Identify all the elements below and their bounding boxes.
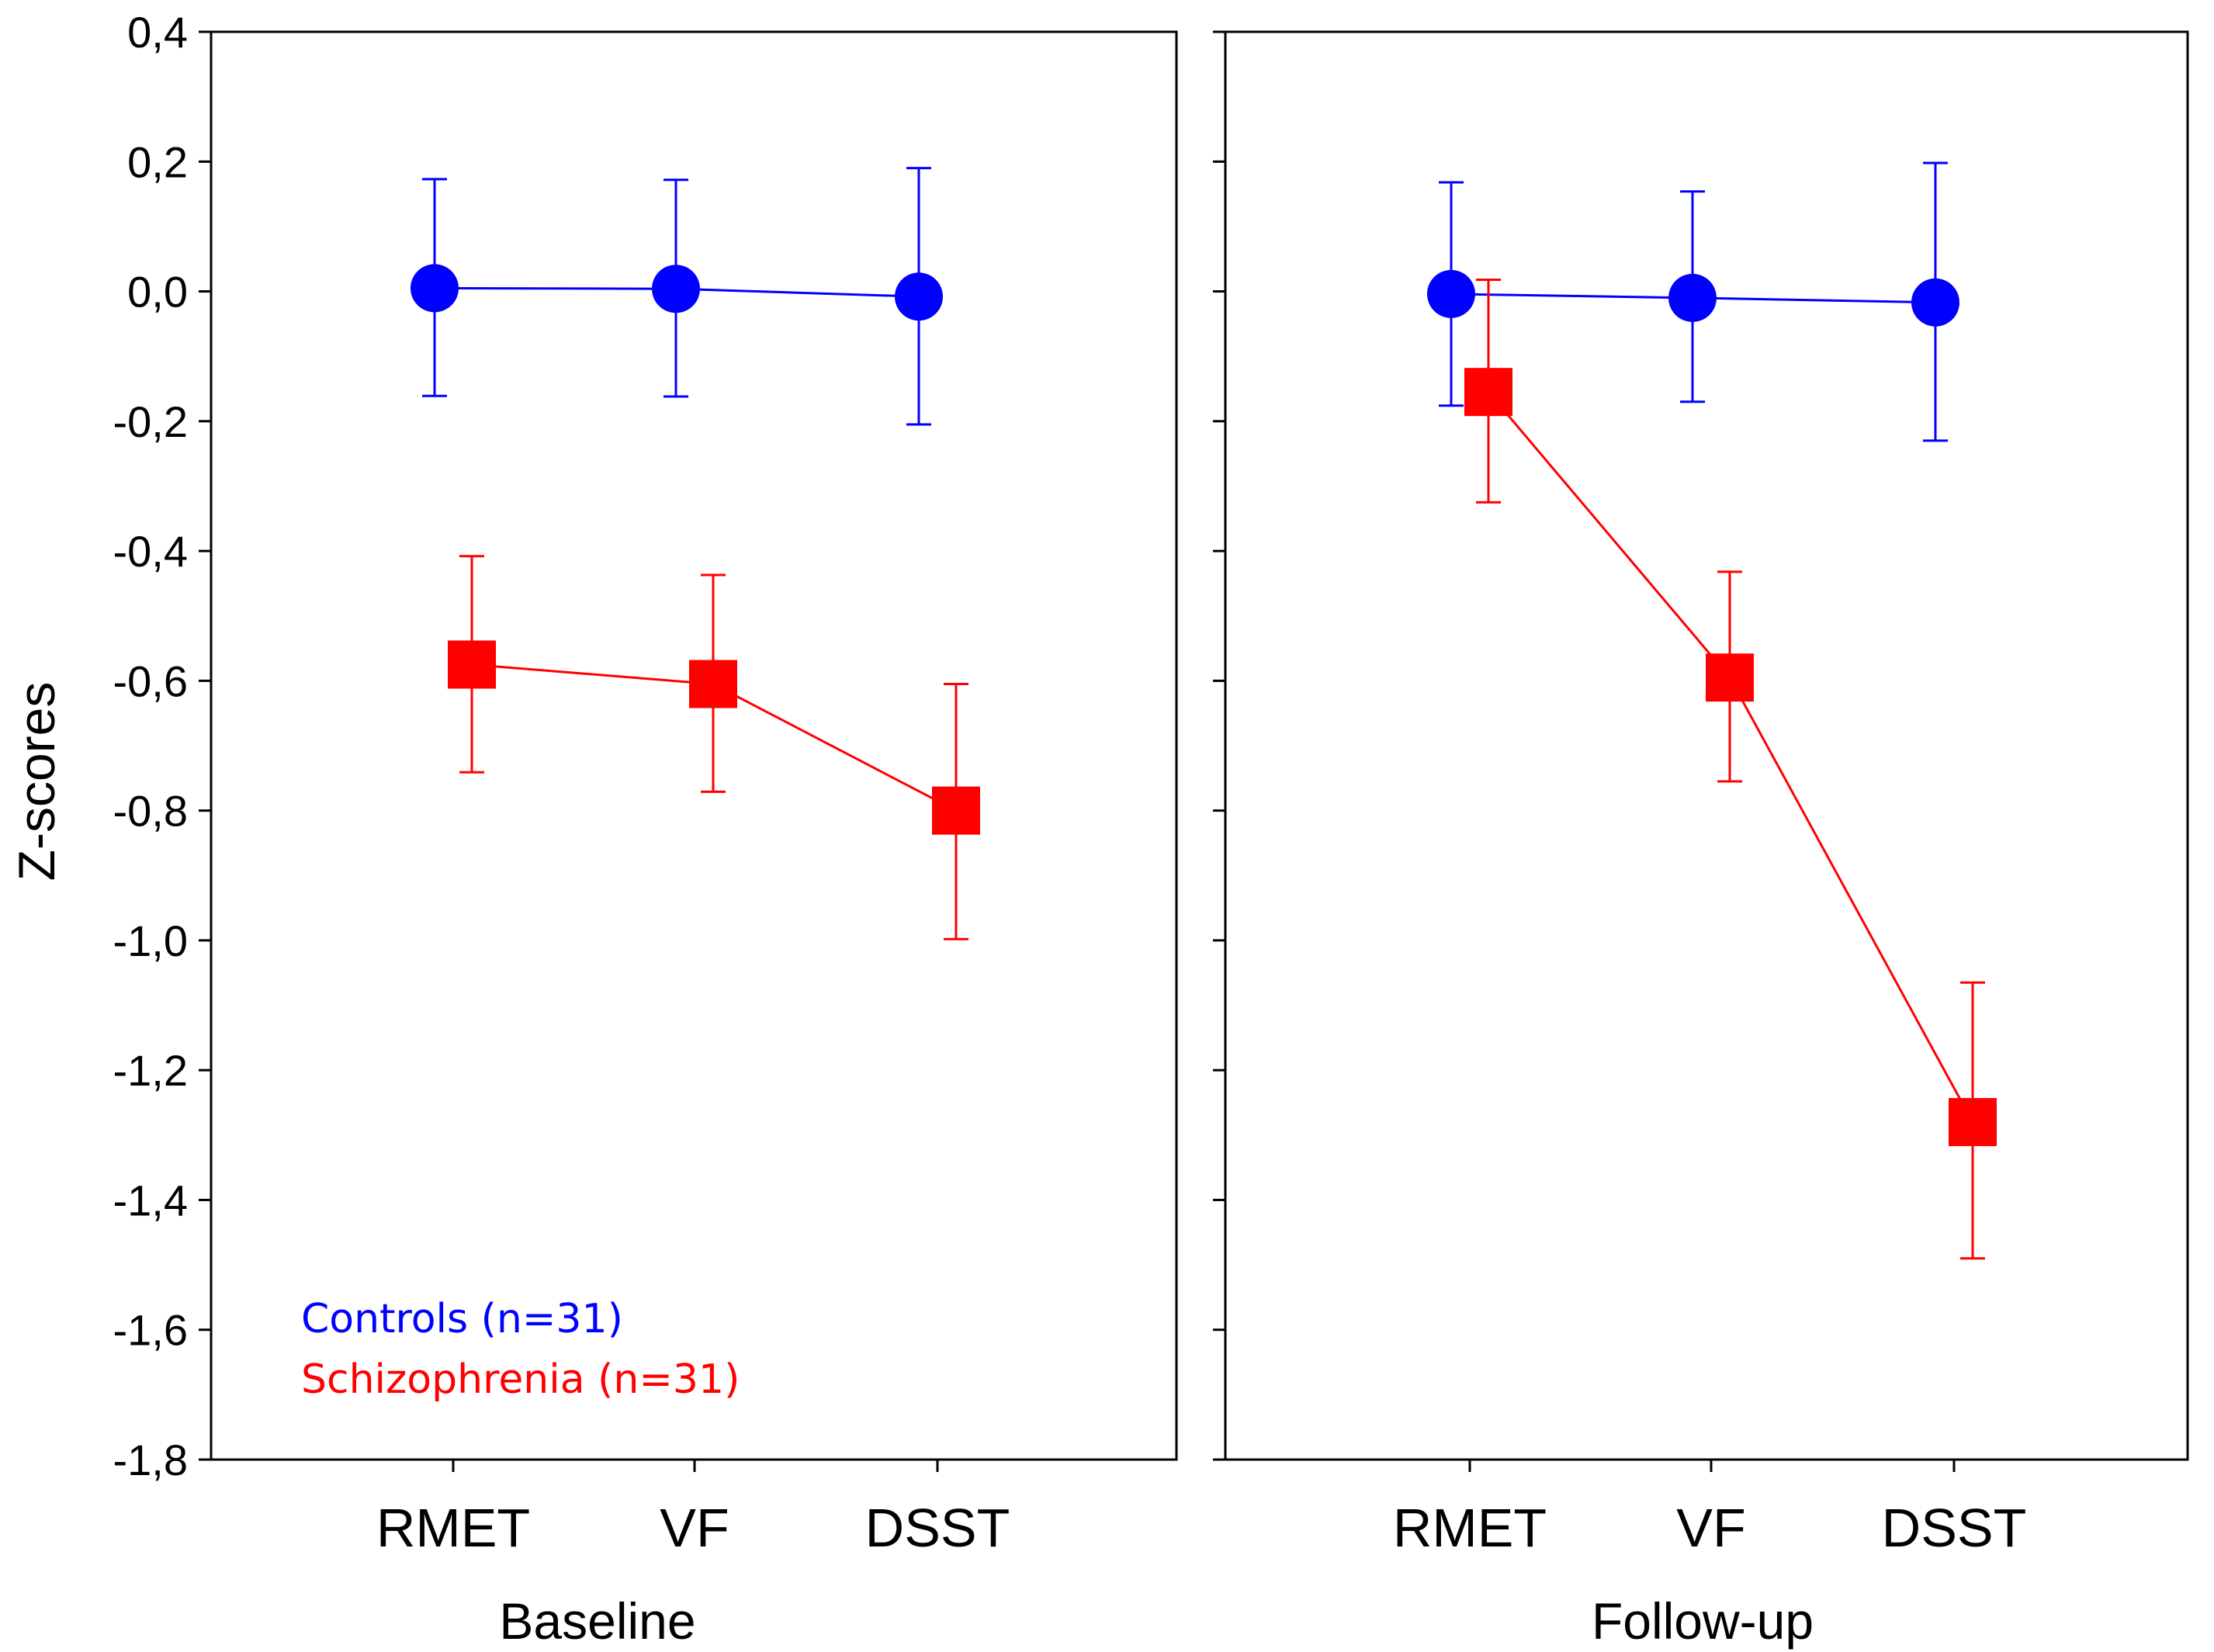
data-point-schizophrenia-vf (1706, 653, 1754, 702)
y-tick-label: 0,0 (127, 268, 188, 317)
y-tick-label: -0,6 (113, 656, 189, 705)
y-tick-label: -1,4 (113, 1176, 189, 1224)
x-tick-label-rmet: RMET (1393, 1498, 1547, 1558)
legend-schizophrenia: Schizophrenia (n=31) (301, 1356, 740, 1403)
data-point-schizophrenia-vf (689, 660, 737, 708)
x-tick-label-rmet: RMET (376, 1498, 530, 1558)
y-tick-label: 0,4 (127, 8, 188, 57)
y-tick-label: -0,8 (113, 787, 189, 836)
legend-controls: Controls (n=31) (301, 1296, 623, 1342)
data-point-schizophrenia-rmet (1464, 368, 1512, 417)
data-point-schizophrenia-dsst (932, 786, 980, 835)
y-tick-label: -1,6 (113, 1306, 189, 1355)
panel-label-2: Follow-up (1592, 1592, 1814, 1650)
x-tick-label-vf: VF (660, 1498, 729, 1558)
legend: Controls (n=31) Schizophrenia (n=31) (301, 1296, 740, 1403)
data-point-controls-vf (652, 265, 700, 313)
y-axis-label: Z-scores (8, 682, 65, 881)
data-point-schizophrenia-dsst (1949, 1098, 1997, 1147)
data-point-controls-vf (1668, 273, 1717, 322)
panel-label-1: Baseline (499, 1592, 695, 1650)
y-tick-label: -1,8 (113, 1436, 189, 1484)
x-tick-label-dsst: DSST (865, 1498, 1010, 1558)
panel-frame-1 (210, 30, 1178, 1461)
y-tick-label: -1,2 (113, 1046, 189, 1095)
y-tick-label: 0,2 (127, 137, 188, 186)
y-tick-label: -0,2 (113, 397, 189, 446)
data-point-controls-dsst (895, 272, 943, 321)
x-tick-label-dsst: DSST (1882, 1498, 2027, 1558)
y-tick-label: -1,0 (113, 916, 189, 965)
x-tick-label-vf: VF (1676, 1498, 1745, 1558)
data-point-controls-dsst (1911, 278, 1959, 327)
y-tick-label: -0,4 (113, 527, 189, 576)
data-point-controls-rmet (411, 264, 459, 313)
panel-frame-2 (1224, 30, 2189, 1461)
data-point-schizophrenia-rmet (448, 640, 496, 689)
data-point-controls-rmet (1427, 269, 1475, 318)
